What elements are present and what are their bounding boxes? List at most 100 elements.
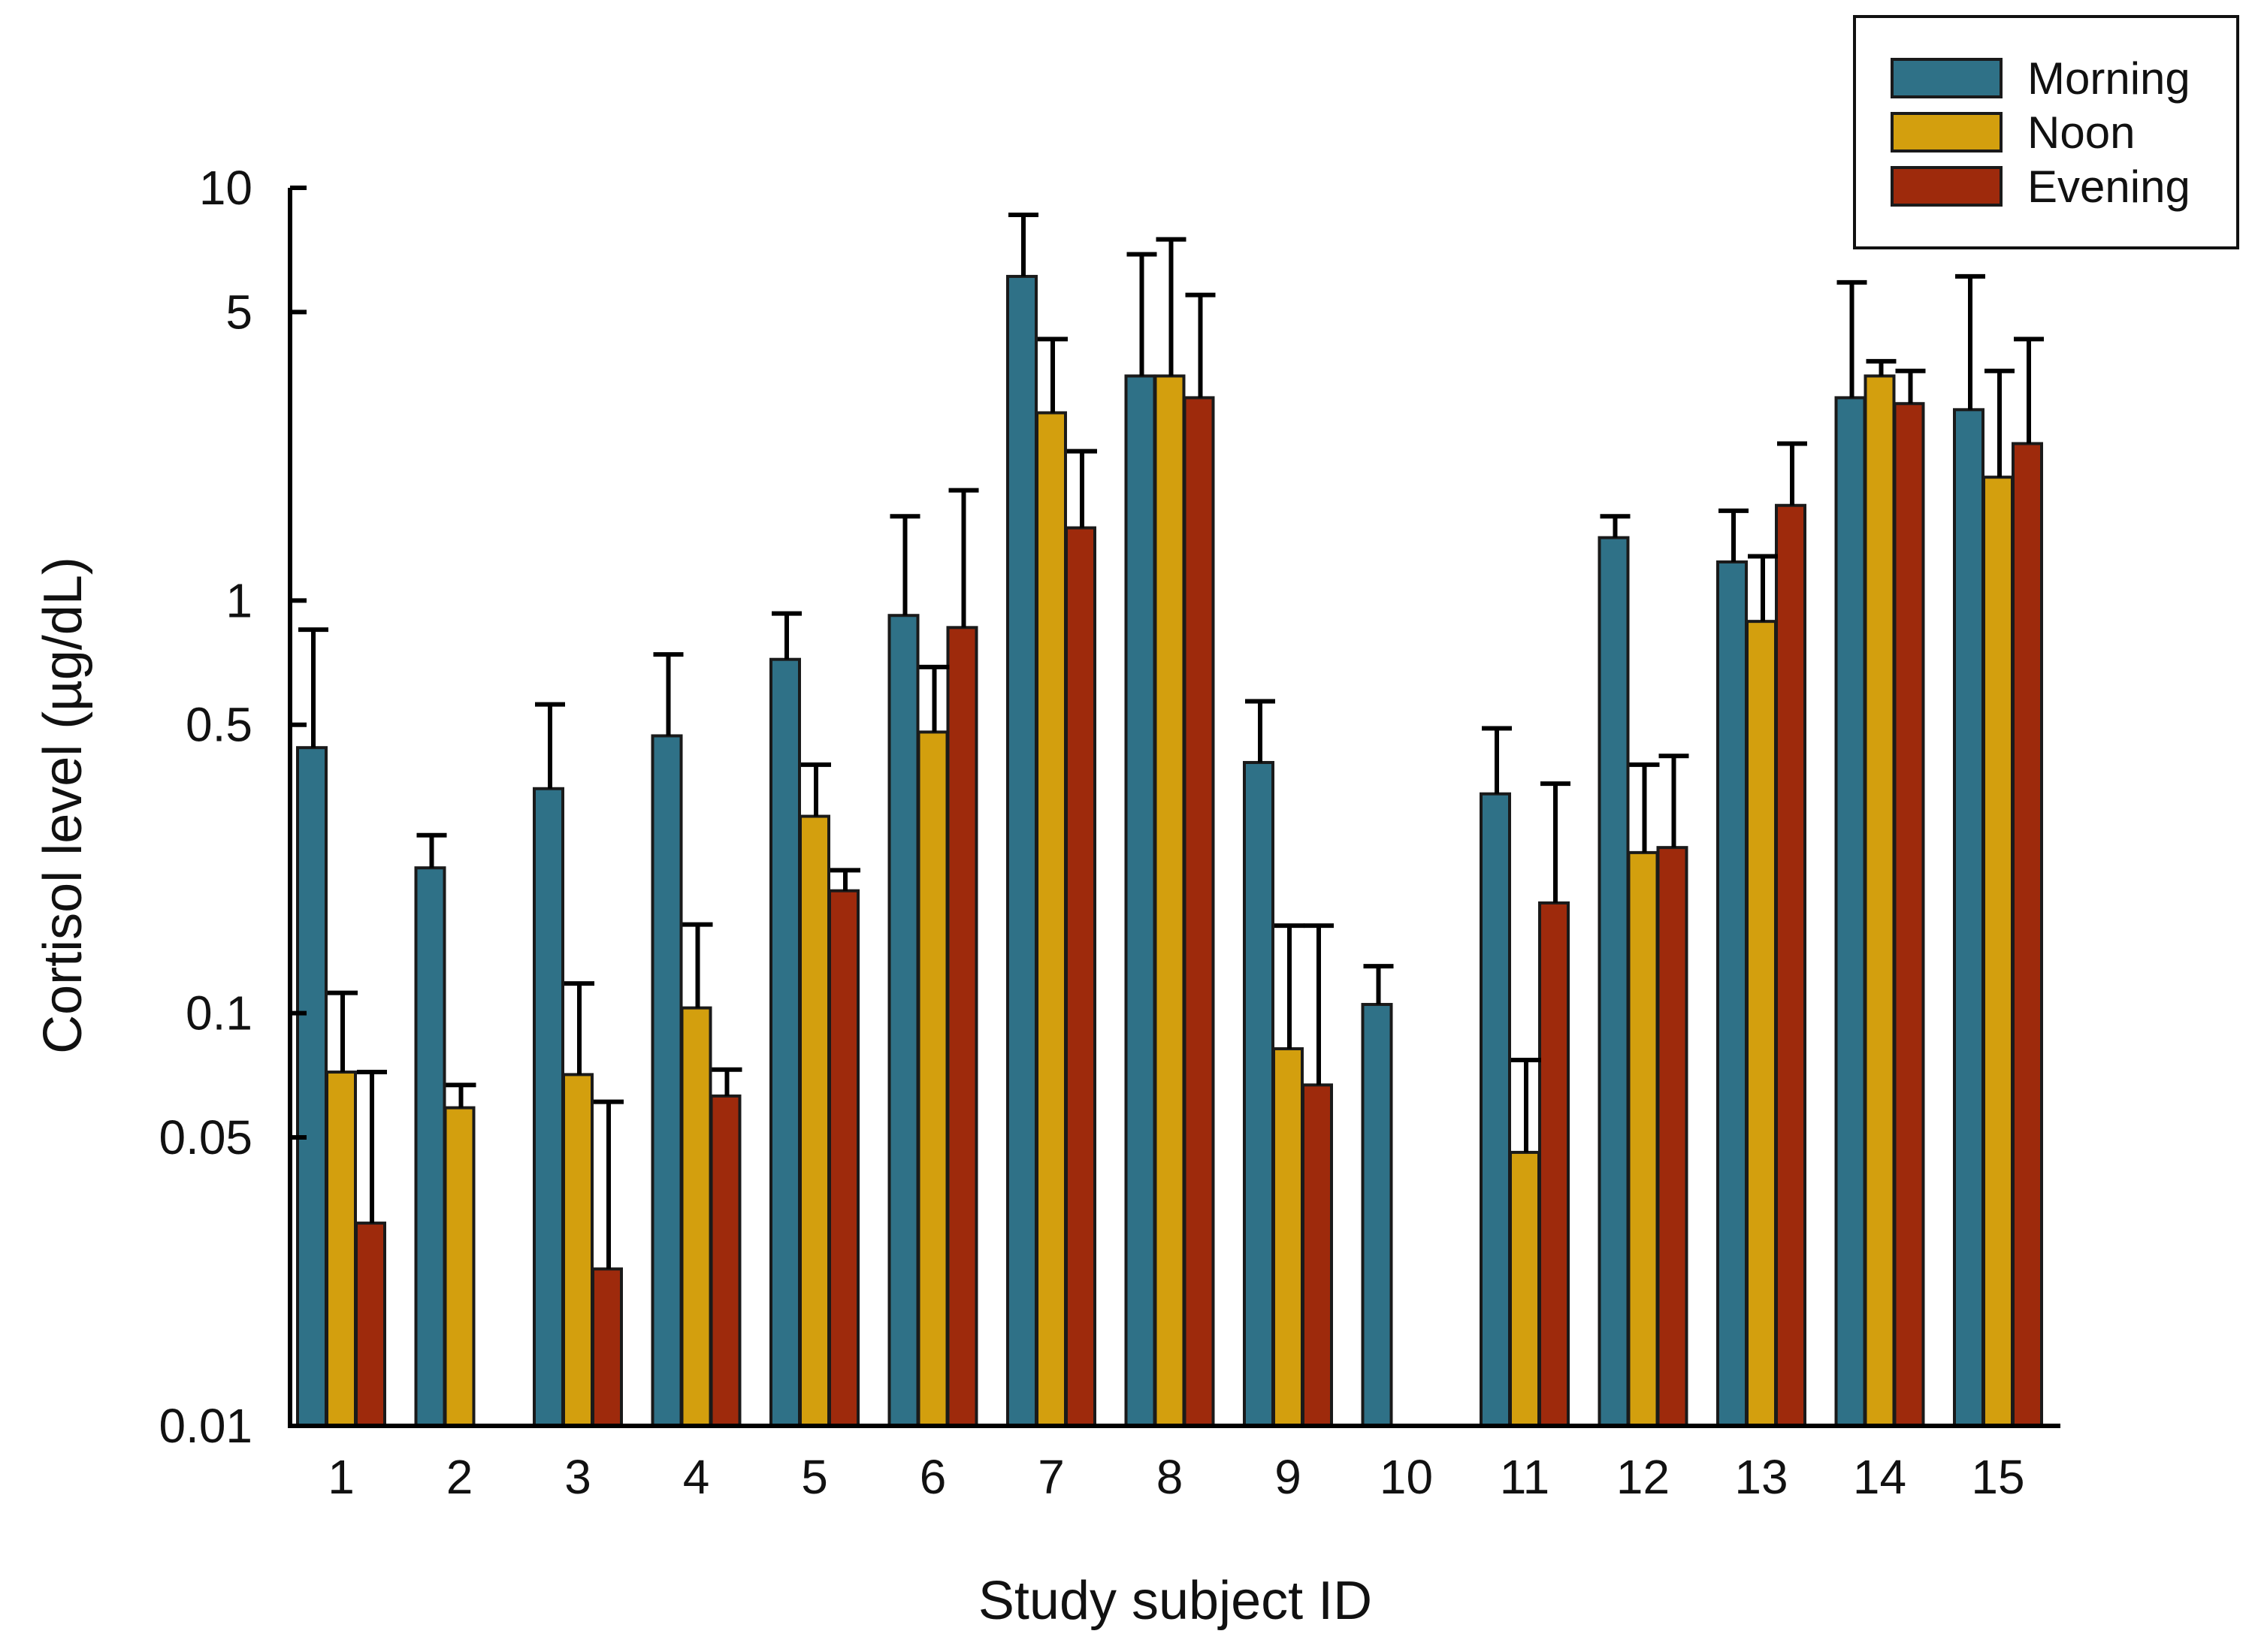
- legend-label-evening: Evening: [2027, 162, 2190, 212]
- error-bar-noon-subject-4: [682, 922, 713, 1008]
- x-tick-label: 13: [1734, 1450, 1788, 1504]
- bar-noon-subject-9: [1272, 1047, 1304, 1427]
- error-bar-evening-subject-6: [948, 488, 979, 628]
- error-bar-morning-subject-2: [416, 832, 447, 868]
- bar-evening-subject-6: [946, 626, 978, 1427]
- error-bar-noon-subject-1: [328, 990, 358, 1073]
- bar-evening-subject-8: [1183, 396, 1215, 1427]
- bar-morning-subject-4: [651, 734, 683, 1427]
- x-tick-label: 2: [446, 1450, 473, 1504]
- x-tick-label: 1: [328, 1450, 355, 1504]
- x-tick-labels-group: 1 2 3 4 5 6 7 8 9 10 11 12 13 14 15: [328, 1450, 2024, 1504]
- error-bar-evening-subject-4: [712, 1067, 742, 1096]
- x-tick-label: 8: [1156, 1450, 1183, 1504]
- bar-noon-subject-7: [1035, 411, 1067, 1427]
- bar-morning-subject-10: [1361, 1003, 1393, 1428]
- x-tick-label: 5: [801, 1450, 828, 1504]
- error-bar-noon-subject-8: [1156, 237, 1186, 376]
- error-bar-evening-subject-9: [1304, 923, 1334, 1086]
- error-bar-noon-subject-13: [1748, 554, 1778, 622]
- axes-group: [288, 188, 2060, 1428]
- bar-noon-subject-4: [680, 1006, 712, 1427]
- y-tick-label: 10: [199, 161, 252, 215]
- y-tick-label: 0.1: [186, 986, 252, 1040]
- y-tick-label: 0.01: [159, 1399, 252, 1453]
- bar-noon-subject-8: [1153, 374, 1186, 1427]
- bar-noon-subject-11: [1509, 1150, 1540, 1428]
- bar-morning-subject-9: [1243, 760, 1274, 1427]
- error-bar-morning-subject-3: [535, 702, 565, 789]
- error-bar-evening-subject-7: [1067, 448, 1097, 528]
- y-tick-label: 0.5: [186, 698, 252, 752]
- x-axis-title: Study subject ID: [978, 1571, 1372, 1631]
- error-bar-evening-subject-12: [1658, 754, 1689, 848]
- bar-morning-subject-13: [1716, 560, 1748, 1427]
- bar-evening-subject-1: [355, 1222, 386, 1427]
- error-bar-noon-subject-2: [446, 1083, 476, 1108]
- bar-morning-subject-1: [296, 746, 328, 1427]
- error-bar-morning-subject-12: [1600, 514, 1631, 538]
- y-axis-title: Cortisol level (µg/dL): [33, 557, 93, 1054]
- error-bar-morning-subject-7: [1008, 212, 1038, 276]
- error-bar-morning-subject-5: [772, 611, 802, 660]
- bar-evening-subject-9: [1301, 1083, 1333, 1428]
- y-tick-label: 0.05: [159, 1110, 252, 1164]
- bar-noon-subject-2: [443, 1106, 476, 1427]
- error-bar-noon-subject-11: [1511, 1058, 1541, 1152]
- y-tick-label: 5: [225, 285, 252, 339]
- error-bar-noon-subject-7: [1038, 337, 1068, 413]
- error-bar-morning-subject-15: [1955, 273, 1985, 410]
- error-bar-evening-subject-13: [1777, 441, 1807, 506]
- legend-label-morning: Morning: [2027, 53, 2190, 104]
- error-bar-morning-subject-10: [1363, 964, 1394, 1005]
- bar-noon-subject-12: [1627, 850, 1659, 1427]
- bar-evening-subject-11: [1538, 901, 1570, 1428]
- bar-noon-subject-13: [1746, 620, 1777, 1427]
- error-bar-evening-subject-14: [1895, 368, 1926, 404]
- error-bar-evening-subject-1: [357, 1070, 387, 1224]
- x-tick-label: 15: [1971, 1450, 2024, 1504]
- bar-evening-subject-7: [1065, 526, 1096, 1427]
- error-bar-evening-subject-5: [830, 868, 860, 891]
- bar-morning-subject-14: [1834, 396, 1867, 1427]
- bar-evening-subject-3: [591, 1267, 623, 1428]
- error-bar-morning-subject-11: [1482, 726, 1512, 794]
- bar-morning-subject-12: [1598, 536, 1630, 1427]
- error-bar-morning-subject-6: [890, 514, 920, 616]
- error-bar-noon-subject-9: [1274, 923, 1304, 1049]
- bar-noon-subject-14: [1864, 374, 1896, 1427]
- y-tick-label: 1: [225, 573, 252, 627]
- bar-noon-subject-6: [917, 730, 949, 1427]
- error-bar-noon-subject-12: [1629, 762, 1660, 853]
- bar-noon-subject-15: [1982, 476, 2014, 1428]
- error-bar-evening-subject-15: [2014, 337, 2044, 444]
- bar-morning-subject-11: [1480, 792, 1511, 1428]
- error-bars-group: [298, 212, 2044, 1270]
- y-ticks-group: 10 5 1 0.5 0.1 0.05 0.01: [159, 161, 307, 1453]
- x-tick-label: 12: [1616, 1450, 1670, 1504]
- error-bar-morning-subject-8: [1126, 252, 1157, 376]
- bars-group: [296, 274, 2043, 1428]
- bar-evening-subject-15: [2012, 442, 2043, 1428]
- error-bar-evening-subject-8: [1185, 292, 1216, 398]
- error-bar-morning-subject-4: [653, 652, 684, 736]
- x-tick-label: 6: [920, 1450, 947, 1504]
- error-bar-morning-subject-1: [298, 627, 328, 748]
- error-bar-noon-subject-3: [564, 981, 594, 1075]
- legend-swatch-morning: [1891, 58, 2003, 98]
- bar-morning-subject-8: [1124, 374, 1156, 1427]
- error-bar-evening-subject-3: [594, 1099, 624, 1270]
- legend-swatch-noon: [1891, 112, 2003, 153]
- error-bar-noon-subject-6: [919, 664, 950, 732]
- bar-evening-subject-5: [828, 889, 860, 1427]
- error-bar-noon-subject-5: [801, 762, 831, 817]
- x-tick-label: 11: [1500, 1450, 1549, 1504]
- error-bar-noon-subject-15: [1984, 368, 2015, 478]
- x-tick-label: 9: [1274, 1450, 1301, 1504]
- bar-morning-subject-3: [533, 787, 564, 1428]
- bar-noon-subject-1: [325, 1071, 357, 1427]
- bar-evening-subject-4: [709, 1094, 742, 1428]
- bar-morning-subject-7: [1006, 274, 1038, 1427]
